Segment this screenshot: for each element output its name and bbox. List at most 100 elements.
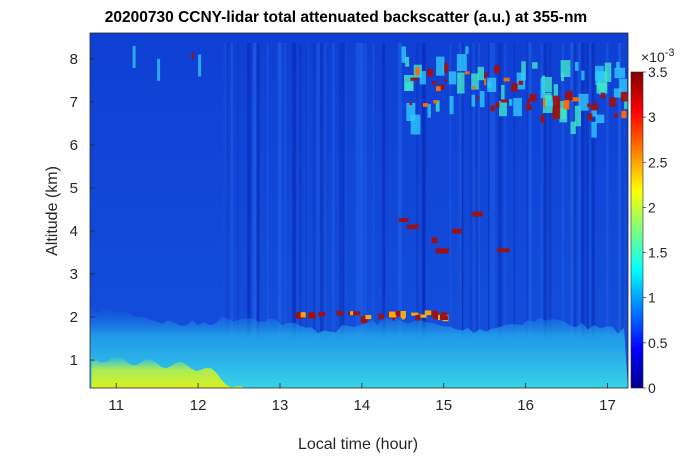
colorbar-tick-label: 1	[648, 290, 656, 306]
cloud-cell	[595, 114, 605, 124]
cloud-cell	[553, 100, 561, 110]
signal-streak	[513, 43, 516, 338]
cloud-cell	[308, 312, 315, 317]
signal-streak	[561, 43, 565, 338]
signal-streak	[621, 43, 624, 338]
signal-streak	[372, 43, 375, 338]
cloud-cell	[157, 58, 161, 81]
colorbar-ticks: 0 0.5 1 1.5 2 2.5 3 3.5	[643, 64, 668, 396]
x-axis: 11 12 13 14 15 16 17	[108, 383, 616, 414]
colorbar-tick-label: 1.5	[648, 245, 668, 261]
cloud-cell	[395, 310, 400, 315]
plot-area	[90, 33, 628, 388]
cloud-cell	[614, 113, 618, 118]
signal-streak	[471, 43, 475, 338]
signal-streak	[299, 43, 302, 338]
signal-streak	[292, 43, 296, 338]
cloud-cell	[456, 54, 467, 71]
colorbar-tick-label: 2	[648, 199, 656, 215]
cloud-cell	[400, 311, 406, 318]
y-axis: 1 2 3 4 5 6 7 8	[70, 51, 95, 369]
cloud-cell	[509, 99, 513, 106]
cloud-cell	[591, 108, 597, 117]
cloud-cell	[557, 108, 566, 120]
cloud-cell	[353, 311, 361, 316]
cloud-cell	[300, 312, 306, 318]
signal-streak	[224, 43, 227, 338]
cloud-cell	[411, 312, 419, 316]
signal-streak	[223, 43, 227, 338]
cloud-cell	[476, 95, 479, 100]
cloud-cell	[440, 314, 448, 320]
signal-streak	[252, 43, 257, 338]
signal-streak	[462, 43, 464, 338]
cloud-cell	[525, 104, 532, 111]
cloud-cell	[360, 316, 368, 324]
signal-streak	[586, 43, 590, 338]
cloud-cell	[484, 72, 488, 78]
cloud-cell	[431, 237, 438, 244]
cloud-cell	[513, 97, 522, 117]
cloud-cell	[594, 100, 597, 107]
cloud-cell	[587, 113, 593, 121]
y-tick-label: 1	[70, 352, 78, 369]
cloud-cell	[427, 104, 431, 118]
signal-streak	[339, 43, 343, 338]
signal-streak	[493, 43, 496, 338]
cloud-cell	[406, 102, 416, 121]
cloud-cell	[544, 93, 552, 106]
signal-streak	[503, 43, 507, 338]
cloud-cell	[547, 99, 556, 107]
signal-streak	[422, 43, 425, 338]
signal-streak	[572, 43, 577, 338]
signal-streak	[316, 43, 320, 338]
cloud-cell	[471, 73, 479, 90]
signal-streak	[355, 43, 360, 338]
cloud-cell	[295, 311, 301, 319]
plot-frame	[89, 32, 629, 389]
signal-streak	[540, 43, 544, 338]
cloud-cell	[600, 92, 606, 99]
signal-streak	[477, 43, 481, 338]
signal-streak	[605, 43, 608, 338]
cloud-cell	[613, 88, 622, 98]
cloud-cell	[438, 84, 445, 90]
x-tick-label: 16	[517, 397, 534, 414]
signal-streak	[621, 43, 625, 338]
cloud-cell	[494, 65, 500, 73]
y-axis-label: Altitude (km)	[44, 166, 61, 256]
signal-streak	[543, 43, 547, 338]
cloud-cell	[404, 75, 414, 91]
cloud-cell	[484, 78, 487, 86]
cloud-cell	[518, 80, 523, 85]
cloud-cell	[401, 46, 406, 63]
signal-streak	[237, 43, 239, 338]
cloud-cell	[521, 61, 526, 81]
signal-streak	[416, 43, 419, 338]
signal-streak	[363, 43, 367, 338]
cloud-cell	[590, 104, 599, 111]
cloud-cell	[503, 77, 510, 82]
cloud-cell	[619, 78, 628, 98]
signal-streak	[226, 43, 229, 338]
cloud-cell	[614, 67, 626, 79]
colorbar-tick-label: 2.5	[648, 154, 668, 170]
cloud-cell	[495, 102, 500, 108]
cloud-cell	[540, 114, 545, 123]
cloud-cell	[398, 218, 409, 223]
cloud-cell	[365, 315, 372, 320]
cloud-cell	[451, 228, 462, 234]
cloud-cell	[553, 84, 558, 106]
cloud-cell	[435, 100, 440, 112]
signal-streak	[342, 43, 345, 338]
cloud-cell	[487, 77, 497, 92]
cloud-cell	[529, 93, 537, 102]
cloud-cell	[438, 314, 440, 320]
cloud-cell	[552, 95, 560, 102]
x-tick-label: 11	[108, 397, 124, 414]
signal-streak	[382, 43, 386, 338]
signal-streak	[266, 43, 269, 338]
cloud-cell	[499, 101, 507, 117]
cloud-cell	[448, 71, 457, 85]
cloud-cell	[449, 96, 454, 115]
